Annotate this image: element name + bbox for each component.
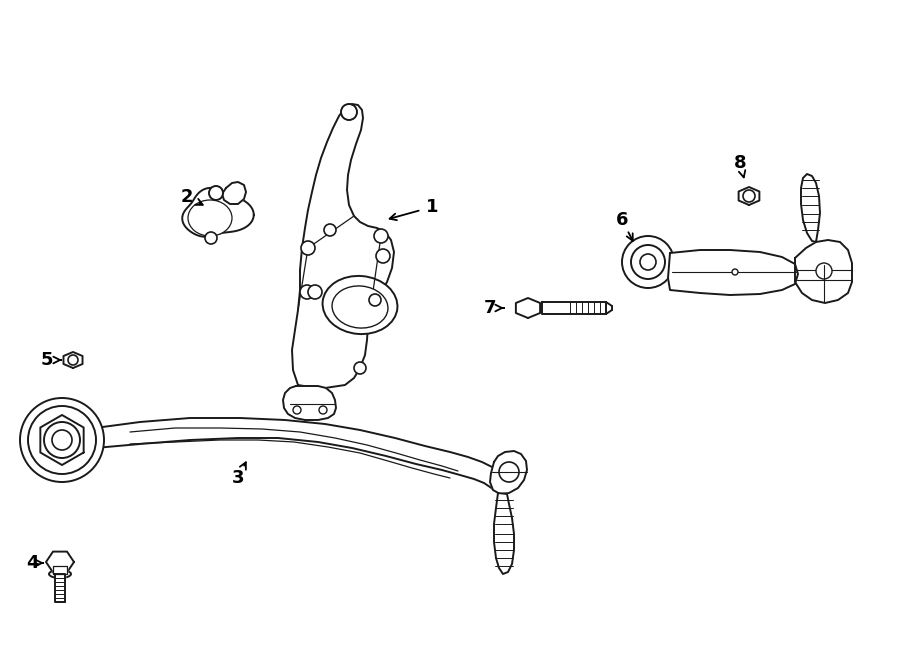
Text: 1: 1 xyxy=(426,198,438,216)
Circle shape xyxy=(20,398,104,482)
Circle shape xyxy=(622,236,674,288)
Circle shape xyxy=(308,285,322,299)
Text: 2: 2 xyxy=(181,188,194,206)
Circle shape xyxy=(52,430,72,450)
Polygon shape xyxy=(40,415,84,465)
Polygon shape xyxy=(64,352,83,368)
Circle shape xyxy=(205,232,217,244)
Circle shape xyxy=(631,245,665,279)
Text: 4: 4 xyxy=(26,554,38,572)
Circle shape xyxy=(301,241,315,255)
Polygon shape xyxy=(516,298,540,318)
Text: 3: 3 xyxy=(232,469,244,487)
Polygon shape xyxy=(222,182,246,204)
Text: 8: 8 xyxy=(734,154,746,172)
Circle shape xyxy=(28,406,96,474)
Circle shape xyxy=(44,422,80,458)
Circle shape xyxy=(640,254,656,270)
Polygon shape xyxy=(292,104,394,388)
Circle shape xyxy=(300,285,314,299)
Polygon shape xyxy=(739,187,760,205)
Ellipse shape xyxy=(332,286,388,328)
Polygon shape xyxy=(490,451,527,494)
Polygon shape xyxy=(801,174,820,242)
Ellipse shape xyxy=(188,200,232,236)
Circle shape xyxy=(369,294,381,306)
Circle shape xyxy=(376,249,390,263)
Polygon shape xyxy=(795,240,852,303)
Polygon shape xyxy=(95,418,498,490)
Circle shape xyxy=(324,224,336,236)
Ellipse shape xyxy=(322,276,398,334)
Circle shape xyxy=(743,190,755,202)
Circle shape xyxy=(354,362,366,374)
Text: 5: 5 xyxy=(40,351,53,369)
Polygon shape xyxy=(542,302,606,314)
Circle shape xyxy=(732,269,738,275)
Polygon shape xyxy=(55,574,65,602)
Ellipse shape xyxy=(49,570,71,578)
Polygon shape xyxy=(668,250,798,295)
Circle shape xyxy=(341,104,357,120)
Polygon shape xyxy=(46,552,74,572)
Circle shape xyxy=(499,462,519,482)
Polygon shape xyxy=(182,188,254,237)
Polygon shape xyxy=(494,493,514,574)
Circle shape xyxy=(319,406,327,414)
Polygon shape xyxy=(53,566,67,574)
Text: 6: 6 xyxy=(616,211,628,229)
Text: 7: 7 xyxy=(484,299,496,317)
Circle shape xyxy=(209,186,223,200)
Circle shape xyxy=(374,229,388,243)
Polygon shape xyxy=(283,386,336,420)
Circle shape xyxy=(293,406,301,414)
Circle shape xyxy=(816,263,832,279)
Circle shape xyxy=(68,355,78,365)
